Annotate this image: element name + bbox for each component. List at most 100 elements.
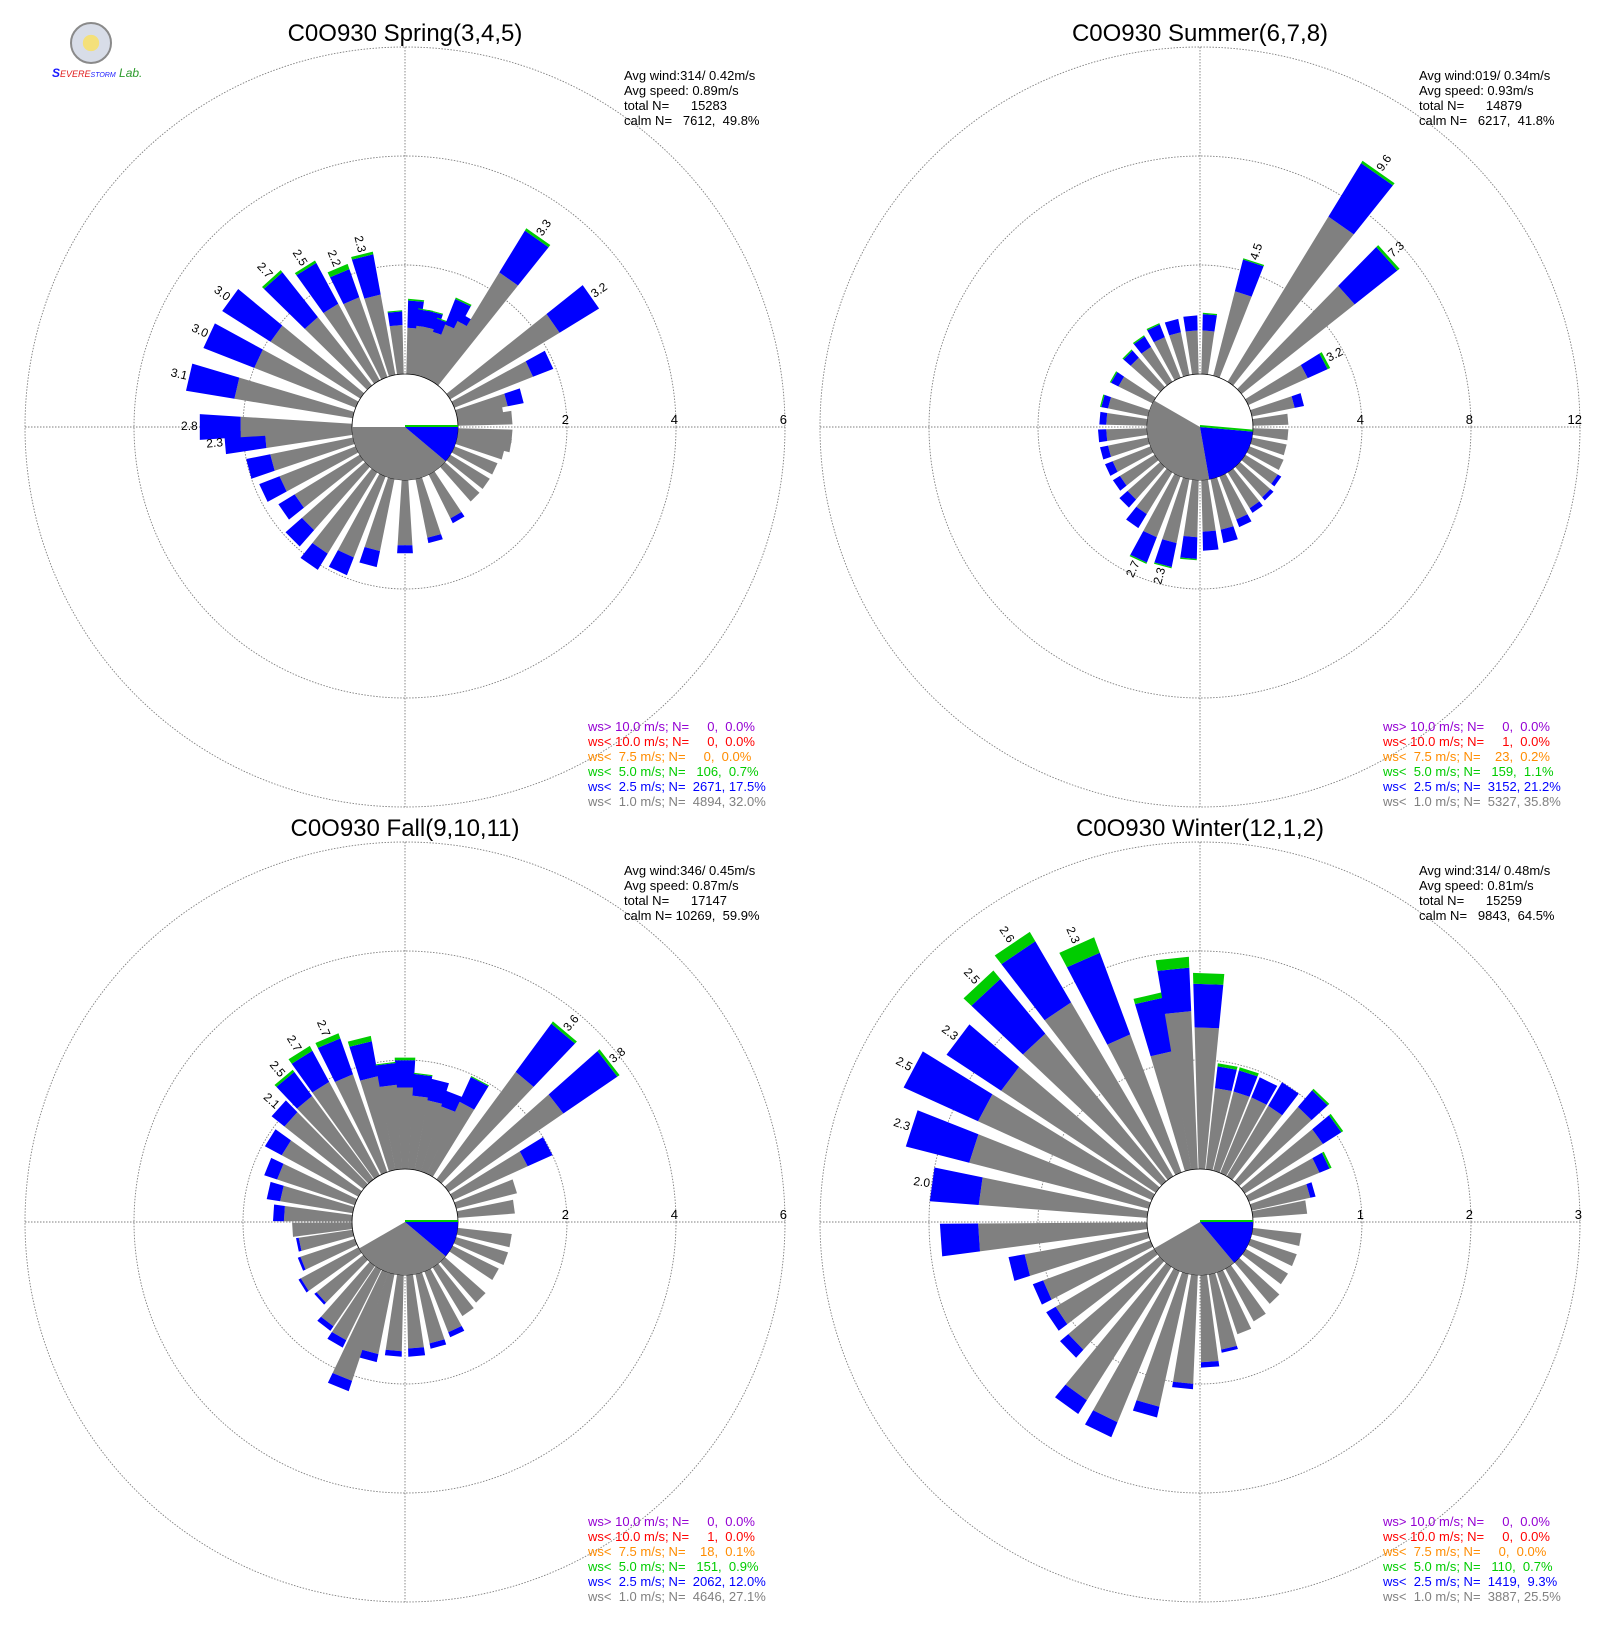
wind-bar (1234, 1257, 1280, 1304)
wind-bar-segment-lt1 (397, 479, 413, 546)
wind-bar (1099, 411, 1148, 426)
wind-bar (315, 1033, 388, 1175)
wind-bar-segment-lt2-5 (1001, 941, 1072, 1021)
wind-bar-segment-lt2-5 (1032, 1280, 1052, 1305)
legend-lt7-5: ws< 7.5 m/s; N= 0, 0.0% (1382, 1544, 1547, 1559)
wind-bar-segment-lt1 (1216, 1269, 1252, 1335)
wind-bar-segment-lt5 (1154, 562, 1172, 569)
stat-avg-wind: Avg wind:314/ 0.42m/s (624, 68, 756, 83)
wind-bar-segment-lt5 (597, 1049, 620, 1077)
wind-bar (1220, 1077, 1278, 1176)
wind-bar-segment-lt2-5 (1046, 1306, 1068, 1331)
wind-bar-segment-lt1 (1242, 1248, 1288, 1285)
wind-bar-segment-lt2-5 (276, 1071, 313, 1109)
stat-calm: calm N= 10269, 59.9% (624, 908, 760, 923)
wind-bar (1245, 352, 1331, 406)
wind-bar-segment-lt1 (978, 1094, 1155, 1201)
wind-bar (1200, 1274, 1220, 1368)
wind-bar-segment-lt1 (284, 1112, 368, 1190)
wind-bar-segment-lt1 (254, 349, 359, 408)
wind-bar (266, 1181, 355, 1214)
wind-bar-segment-lt1 (1201, 479, 1216, 532)
bar-value-label: 2.3 (206, 435, 224, 450)
wind-bar (1126, 468, 1173, 529)
wind-bar-segment-lt2-5 (1098, 429, 1108, 443)
wind-bar-segment-lt1 (444, 1094, 564, 1193)
wind-bar-segment-lt2-5 (278, 494, 304, 520)
wind-bar (186, 363, 355, 419)
wind-bar-segment-lt1 (406, 1274, 424, 1349)
bar-value-label: 2.3 (892, 1115, 913, 1134)
wind-bar-segment-lt1 (1235, 462, 1271, 498)
wind-bar-segment-lt1 (454, 1179, 517, 1209)
wind-bar-segment-lt2-5 (429, 1339, 447, 1349)
stats-block: Avg wind:314/ 0.42m/s Avg speed: 0.89m/s… (624, 68, 760, 128)
stat-total: total N= 17147 (624, 893, 727, 908)
calm-sector (1146, 373, 1254, 481)
wind-bar-segment-lt2-5 (1312, 1115, 1342, 1144)
wind-bar (274, 1069, 374, 1184)
wind-bar (1119, 462, 1165, 508)
wind-bar-segment-lt2-5 (946, 1024, 1020, 1091)
wind-bar (432, 1263, 474, 1317)
speed-legend: ws> 10.0 m/s; N= 0, 0.0% ws< 10.0 m/s; N… (587, 1514, 766, 1604)
wind-bar-segment-lt1 (449, 1245, 499, 1280)
wind-bar (929, 1167, 1149, 1218)
radial-tick-label: 2 (562, 412, 569, 427)
wind-bar (203, 323, 359, 408)
stat-avg-speed: Avg speed: 0.87m/s (624, 878, 739, 893)
legend-gt10: ws> 10.0 m/s; N= 0, 0.0% (1382, 1514, 1550, 1529)
wind-rose-panel-winter: C0O930 Winter(12,1,2) Avg wind:314/ 0.48… (819, 815, 1582, 1604)
wind-bar (1213, 258, 1265, 378)
wind-bar (246, 437, 355, 479)
stat-calm: calm N= 7612, 49.8% (624, 113, 760, 128)
wind-bar-segment-lt1 (1249, 1184, 1311, 1211)
grid-ring (1037, 264, 1363, 590)
wind-bar (264, 1157, 358, 1206)
wind-bar-segment-lt1 (1185, 330, 1199, 375)
logo-text-part: S (52, 66, 61, 80)
wind-bar (446, 285, 600, 400)
wind-bar-segment-lt2-5 (1008, 1254, 1030, 1281)
wind-bar-segment-lt1 (428, 320, 471, 383)
wind-bar (939, 1222, 1148, 1257)
bar-value-label: 2.3 (1063, 925, 1083, 946)
wind-bar-segment-lt2-5 (285, 517, 315, 547)
wind-bar-segment-lt1 (1136, 468, 1173, 515)
wind-bar-segment-lt1 (1227, 468, 1260, 509)
wind-bar-segment-lt1 (301, 462, 370, 531)
wind-bar-segment-lt2-5 (905, 1110, 979, 1163)
wind-bar-segment-lt2-5 (1119, 490, 1137, 508)
wind-bar-segment-lt5 (428, 309, 444, 315)
wind-bar-segment-lt2-5 (546, 285, 600, 333)
wind-bar-segment-lt5 (1100, 394, 1105, 408)
wind-bar (1032, 1240, 1153, 1305)
radial-tick-label: 6 (780, 412, 787, 427)
wind-bar-segment-lt5 (551, 1021, 577, 1044)
wind-bar-segment-lt2-5 (263, 272, 318, 329)
stat-total: total N= 14879 (1419, 98, 1522, 113)
wind-bar-segment-lt1 (424, 1268, 462, 1333)
wind-bar-segment-lt2-5 (1271, 474, 1282, 487)
wind-bar-segment-lt1 (323, 303, 380, 384)
panel-title: C0O930 Fall(9,10,11) (290, 815, 519, 842)
radial-tick-labels: 2 4 6 (562, 1207, 787, 1222)
wind-bar-segment-lt1 (1118, 376, 1156, 404)
bar-value-label: 2.3 (351, 234, 369, 254)
wind-bar (1122, 349, 1165, 392)
wind-bar-segment-lt2-5 (971, 978, 1046, 1055)
wind-bar-segment-lt1 (1240, 1129, 1323, 1194)
wind-bar-segment-lt1 (1136, 1271, 1189, 1407)
stat-calm: calm N= 9843, 64.5% (1419, 908, 1555, 923)
wind-bar (455, 388, 524, 417)
calm-wedge-lt1 (359, 1222, 446, 1276)
wind-bar (1164, 318, 1190, 377)
wind-bar-segment-lt2-5 (1157, 967, 1192, 1014)
wind-bar (1132, 1271, 1189, 1418)
wind-bar (903, 1051, 1155, 1201)
wind-bar (259, 446, 359, 502)
wind-bar-segment-lt1 (364, 294, 396, 377)
wind-bar-segment-lt1 (1024, 1231, 1150, 1276)
wind-bar (347, 1035, 396, 1172)
